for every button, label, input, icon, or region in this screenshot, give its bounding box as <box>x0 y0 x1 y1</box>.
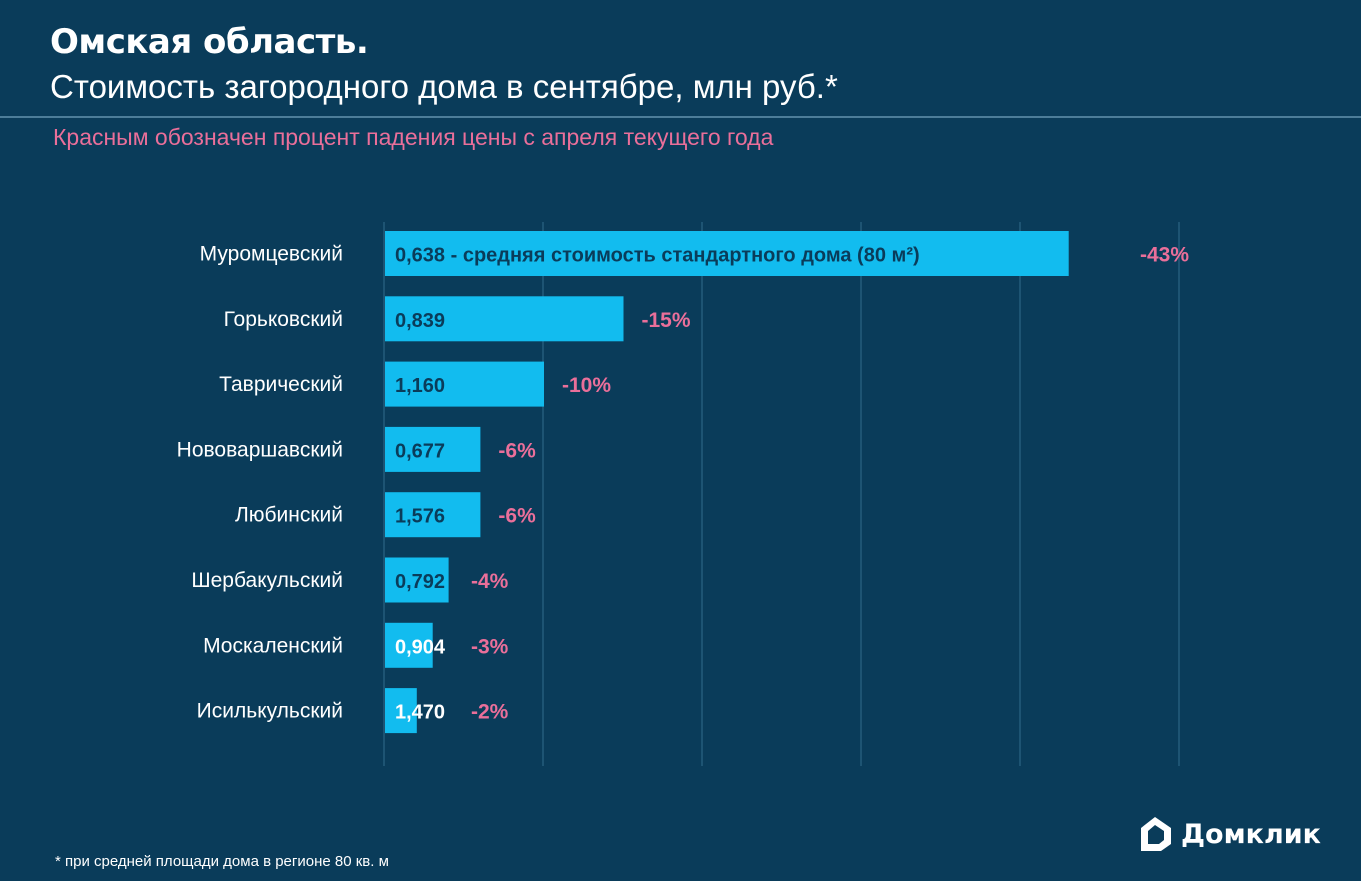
decline-label: -6% <box>498 505 536 528</box>
category-label: Шербакульский <box>191 569 343 592</box>
category-label: Таврический <box>219 373 343 396</box>
domclick-logo: Домклик <box>1137 815 1321 853</box>
price-label: 1,160 <box>395 375 445 397</box>
price-label: 0,904 <box>395 636 446 658</box>
bar <box>385 426 481 472</box>
footnote: * при средней площади дома в регионе 80 … <box>55 853 389 870</box>
decline-label: -2% <box>471 701 509 724</box>
bar <box>385 231 1069 276</box>
bar <box>385 361 544 407</box>
house-logo-icon <box>1141 817 1171 851</box>
decline-label: -10% <box>562 374 611 397</box>
category-label: Муромцевский <box>200 243 343 266</box>
bar <box>385 492 481 538</box>
chart-note: Красным обозначен процент падения цены с… <box>53 124 774 150</box>
decline-label: -6% <box>498 439 536 462</box>
bar <box>385 688 417 734</box>
price-label: 0,839 <box>395 310 445 332</box>
header-divider <box>0 116 1361 118</box>
decline-label: -43% <box>1140 244 1189 267</box>
price-label: 0,792 <box>395 571 445 593</box>
category-label: Любинский <box>235 504 343 527</box>
category-label: Исилькульский <box>197 700 343 723</box>
logo-text: Домклик <box>1181 818 1322 850</box>
price-label: 1,576 <box>395 506 445 528</box>
bar <box>385 622 433 668</box>
decline-label: -3% <box>471 635 509 658</box>
price-label: 0,638 - средняя стоимость стандартного д… <box>395 245 920 267</box>
price-label: 0,677 <box>395 440 445 462</box>
bar <box>385 557 449 603</box>
price-label: 1,470 <box>395 702 445 724</box>
decline-label: -4% <box>471 570 509 593</box>
category-label: Москаленский <box>203 634 343 657</box>
category-label: Нововаршавский <box>177 438 343 461</box>
chart-title: Омская область. <box>50 22 369 62</box>
bar <box>385 296 624 342</box>
decline-label: -15% <box>642 309 691 332</box>
category-label: Горьковский <box>224 308 343 331</box>
chart-subtitle: Стоимость загородного дома в сентябре, м… <box>50 68 838 105</box>
